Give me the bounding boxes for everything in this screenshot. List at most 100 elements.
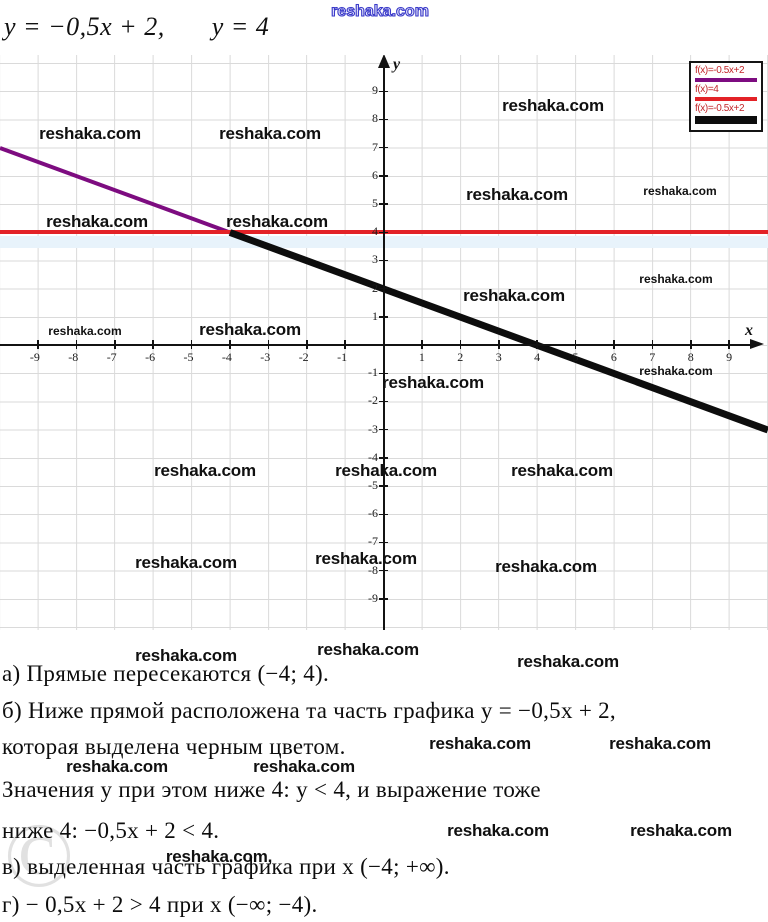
watermark-text: reshaka.com xyxy=(463,286,565,305)
x-tick xyxy=(459,340,462,349)
y-tick-label: 1 xyxy=(372,308,378,323)
y-tick-label: 3 xyxy=(372,252,378,267)
watermark-text: reshaka.com, xyxy=(165,847,273,866)
x-tick-label: -4 xyxy=(221,350,232,364)
y-tick-label: 8 xyxy=(372,111,378,126)
legend-entry-label: f(x)=-0.5x+2 xyxy=(695,103,745,114)
solution-line: г) − 0,5x + 2 > 4 при x (−∞; −4). xyxy=(2,892,318,917)
watermark-text: reshaka.com xyxy=(226,212,328,231)
x-tick-label: -2 xyxy=(298,350,309,364)
watermark-text: reshaka.com xyxy=(517,652,619,671)
watermark-text: reshaka.com xyxy=(630,821,732,840)
y-tick xyxy=(379,287,388,290)
solution-line: которая выделена черным цветом. xyxy=(2,734,346,759)
watermark-text: reshaka.com xyxy=(315,549,417,568)
y-tick-label: 9 xyxy=(372,83,378,98)
header-formula: y = −0,5x + 2, y = 4 xyxy=(4,12,269,42)
watermark-text: reshaka.com xyxy=(317,640,419,659)
x-axis-arrow-icon xyxy=(750,339,764,350)
x-tick xyxy=(152,340,154,349)
x-axis-line xyxy=(0,343,753,347)
y-tick xyxy=(379,118,388,121)
solution-line: в) выделенная часть графика при x (−4; +… xyxy=(2,854,450,879)
legend-entry: f(x)=4 xyxy=(695,84,757,101)
y-tick-label: -4 xyxy=(368,449,378,464)
watermark-text: reshaka.com xyxy=(511,461,613,480)
y-tick-label: -9 xyxy=(368,590,378,605)
legend-entry-color-bar xyxy=(695,116,757,124)
watermark-text: reshaka.com xyxy=(219,124,321,143)
watermark-text: reshaka.com xyxy=(466,185,568,204)
y-tick xyxy=(379,259,388,262)
x-tick-label: 2 xyxy=(457,350,464,364)
x-tick xyxy=(536,340,538,349)
formula-horizontal-equation: y = 4 xyxy=(211,12,270,41)
x-tick-label: -6 xyxy=(145,350,156,364)
y-tick xyxy=(379,428,388,431)
x-tick-label: 4 xyxy=(534,350,541,364)
watermark-text: reshaka.com xyxy=(643,184,717,198)
y-tick-label: -8 xyxy=(368,562,378,577)
y-tick xyxy=(379,485,388,487)
copyright-watermark: © xyxy=(4,804,74,906)
x-tick-label: -8 xyxy=(68,350,79,364)
x-tick xyxy=(421,340,423,349)
x-tick-label: 8 xyxy=(687,350,694,364)
y-tick xyxy=(379,598,388,600)
watermark-text: reshaka.com xyxy=(48,324,122,338)
x-tick xyxy=(690,340,692,349)
x-tick-label: 3 xyxy=(495,350,502,364)
x-tick-label: -5 xyxy=(183,350,194,364)
y-tick xyxy=(379,400,388,403)
x-tick xyxy=(190,340,193,349)
y-tick xyxy=(379,372,388,374)
x-tick xyxy=(651,340,654,349)
watermark-text: reshaka.com xyxy=(639,364,713,378)
watermark-text: reshaka.com xyxy=(502,96,604,115)
formula-line-equation: y = −0,5x + 2, xyxy=(4,12,165,41)
x-tick xyxy=(37,340,39,349)
legend-entry-color-bar xyxy=(695,78,757,82)
solution-line: Значения y при этом ниже 4: y < 4, и выр… xyxy=(2,777,541,802)
x-tick-label: -7 xyxy=(106,350,117,364)
watermark-text: reshaka.com xyxy=(382,373,484,392)
x-tick xyxy=(344,340,346,349)
y-tick xyxy=(379,569,388,572)
y-axis-line xyxy=(382,63,385,630)
watermark-text: reshaka.com xyxy=(495,557,597,576)
x-tick xyxy=(728,340,730,349)
watermark-text: reshaka.com xyxy=(335,461,437,480)
x-tick xyxy=(498,340,500,349)
x-tick-label: -9 xyxy=(29,350,40,364)
watermark-text: reshaka.com xyxy=(253,757,355,776)
x-tick xyxy=(229,340,231,349)
y-tick-label: -5 xyxy=(368,478,378,492)
y-tick xyxy=(379,146,388,149)
x-axis-label: x xyxy=(745,322,753,339)
y-tick-label: 5 xyxy=(372,196,378,210)
x-tick-label: -1 xyxy=(337,350,348,364)
legend-entry-color-bar xyxy=(695,97,757,101)
y-tick-label: -3 xyxy=(368,421,378,436)
watermark-text: reshaka.com xyxy=(447,821,549,840)
legend-box: f(x)=-0.5x+2 f(x)=4 f(x)=-0.5x+2 xyxy=(689,61,763,132)
y-tick-label: -1 xyxy=(368,365,378,380)
legend-entry-label: f(x)=4 xyxy=(695,84,719,95)
legend-entry-label: f(x)=-0.5x+2 xyxy=(695,65,745,76)
y-tick xyxy=(379,90,388,92)
x-tick xyxy=(574,340,577,349)
solution-line: ниже 4: −0,5x + 2 < 4. xyxy=(2,818,220,843)
y-tick xyxy=(379,513,388,515)
solution-line: б) Ниже прямой расположена та часть граф… xyxy=(2,698,616,723)
watermark-text: reshaka.com xyxy=(135,646,237,665)
x-tick xyxy=(613,340,615,349)
x-tick xyxy=(267,340,270,349)
y-tick-label: 4 xyxy=(372,224,378,239)
watermark-text: reshaka.com xyxy=(154,461,256,480)
watermark-text: reshaka.com xyxy=(639,272,713,286)
solution-line: а) Прямые пересекаются (−4; 4). xyxy=(2,661,330,686)
watermark-text: reshaka.com xyxy=(429,734,531,753)
watermark-text: reshaka.com xyxy=(135,553,237,572)
x-tick xyxy=(306,340,308,349)
